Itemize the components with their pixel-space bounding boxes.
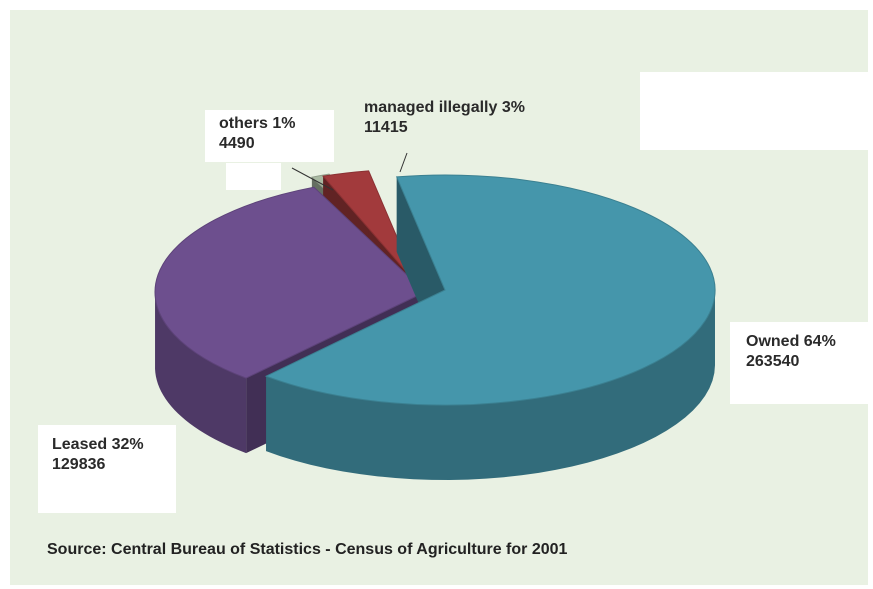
label-owned-value: 263540 bbox=[746, 353, 800, 370]
slice-wall-owned bbox=[266, 290, 715, 480]
label-owned: Owned 64% 263540 bbox=[730, 322, 868, 404]
slice-wall-leased bbox=[155, 290, 247, 454]
label-others-value: 4490 bbox=[219, 135, 255, 152]
label-others: others 1% 4490 bbox=[205, 110, 334, 162]
label-illegal-value: 11415 bbox=[364, 119, 408, 136]
slice-owned bbox=[264, 174, 716, 406]
slice-managed-illegally bbox=[322, 170, 418, 285]
leader-line-managed-illegally bbox=[399, 152, 408, 173]
label-leased-value: 129836 bbox=[52, 456, 106, 473]
leader-line-others bbox=[291, 167, 334, 191]
slice-leased bbox=[154, 186, 426, 379]
blank-label-box bbox=[640, 72, 868, 150]
label-owned-title: Owned 64% bbox=[746, 333, 836, 350]
label-others-title: others 1% bbox=[219, 115, 296, 132]
label-leased: Leased 32% 129836 bbox=[38, 425, 176, 513]
source-note: Source: Central Bureau of Statistics - C… bbox=[47, 541, 568, 558]
label-managed-illegally: managed illegally 3% 11415 bbox=[358, 92, 539, 148]
label-leased-title: Leased 32% bbox=[52, 436, 144, 453]
label-others-box-tail bbox=[226, 163, 281, 190]
label-illegal-title: managed illegally 3% bbox=[364, 99, 525, 116]
